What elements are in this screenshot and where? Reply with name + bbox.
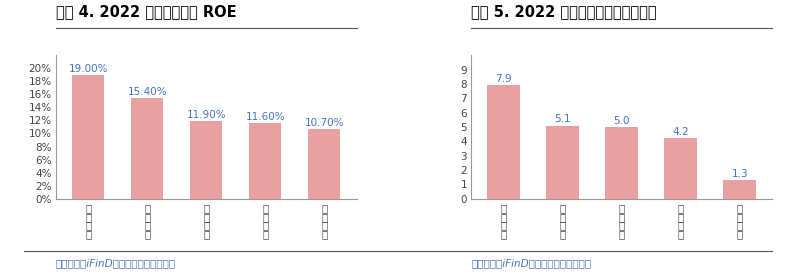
- Bar: [665, 139, 696, 199]
- Text: 11.60%: 11.60%: [245, 112, 285, 122]
- Text: 资料来源：iFinD，公司公告，中銀证券: 资料来源：iFinD，公司公告，中銀证券: [56, 258, 176, 268]
- Bar: [724, 180, 756, 199]
- Text: 10.70%: 10.70%: [305, 118, 344, 128]
- Bar: [249, 123, 282, 199]
- Text: 4.2: 4.2: [673, 127, 689, 137]
- Bar: [308, 129, 341, 199]
- Text: 资料来源：iFinD，公司公告，中銀证券: 资料来源：iFinD，公司公告，中銀证券: [471, 258, 591, 268]
- Text: 7.9: 7.9: [495, 74, 512, 84]
- Text: 5.1: 5.1: [554, 114, 571, 124]
- Text: 15.40%: 15.40%: [127, 87, 167, 97]
- Bar: [190, 121, 222, 199]
- Bar: [72, 75, 104, 199]
- Text: 5.0: 5.0: [614, 116, 630, 126]
- Text: 图表 4. 2022 年供应链企业 ROE: 图表 4. 2022 年供应链企业 ROE: [56, 4, 236, 19]
- Text: 图表 5. 2022 年供应链企业资产周转率: 图表 5. 2022 年供应链企业资产周转率: [471, 4, 657, 19]
- Text: 19.00%: 19.00%: [68, 64, 108, 74]
- Text: 1.3: 1.3: [732, 169, 748, 179]
- Text: 11.90%: 11.90%: [186, 110, 226, 120]
- Bar: [487, 85, 520, 199]
- Bar: [606, 127, 638, 199]
- Bar: [131, 98, 163, 199]
- Bar: [546, 126, 579, 199]
